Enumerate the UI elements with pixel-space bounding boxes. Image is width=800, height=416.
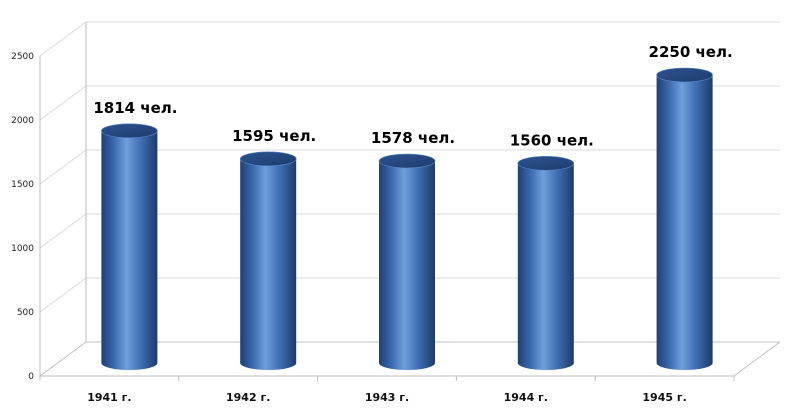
- data-label: 1578 чел.: [371, 129, 455, 147]
- y-tick-label: 0: [28, 372, 34, 382]
- y-tick-label: 1500: [11, 180, 34, 190]
- bar-body: [379, 161, 435, 370]
- bar-body: [656, 75, 713, 370]
- y-tick-label: 500: [17, 308, 34, 318]
- data-label: 1560 чел.: [510, 131, 594, 149]
- bar-top: [239, 151, 297, 167]
- bar: [656, 67, 713, 370]
- data-label: 1814 чел.: [93, 99, 177, 117]
- y-tick-label: 2000: [11, 116, 34, 126]
- x-tick-label: 1942 г.: [226, 391, 270, 404]
- bar-body: [101, 130, 158, 370]
- floor-right-edge: [733, 341, 781, 377]
- bar-top: [656, 67, 713, 83]
- x-tick-label: 1943 г.: [365, 391, 409, 404]
- y-tick-label: 2500: [11, 52, 34, 62]
- bar-top: [378, 153, 436, 169]
- bar: [378, 153, 436, 370]
- x-tick-label: 1944 г.: [504, 391, 548, 404]
- bar-top: [517, 156, 575, 171]
- bar: [517, 156, 575, 370]
- y-tick-label: 1000: [11, 244, 34, 254]
- x-tick-label: 1941 г.: [87, 391, 131, 404]
- bar: [101, 123, 158, 370]
- data-label: 1595 чел.: [232, 127, 316, 145]
- x-tick-label: 1945 г.: [642, 391, 686, 404]
- data-label: 2250 чел.: [649, 43, 733, 61]
- bar: [239, 151, 297, 370]
- bar-top: [101, 123, 158, 139]
- bar-body: [517, 163, 574, 370]
- bar-body: [240, 158, 297, 370]
